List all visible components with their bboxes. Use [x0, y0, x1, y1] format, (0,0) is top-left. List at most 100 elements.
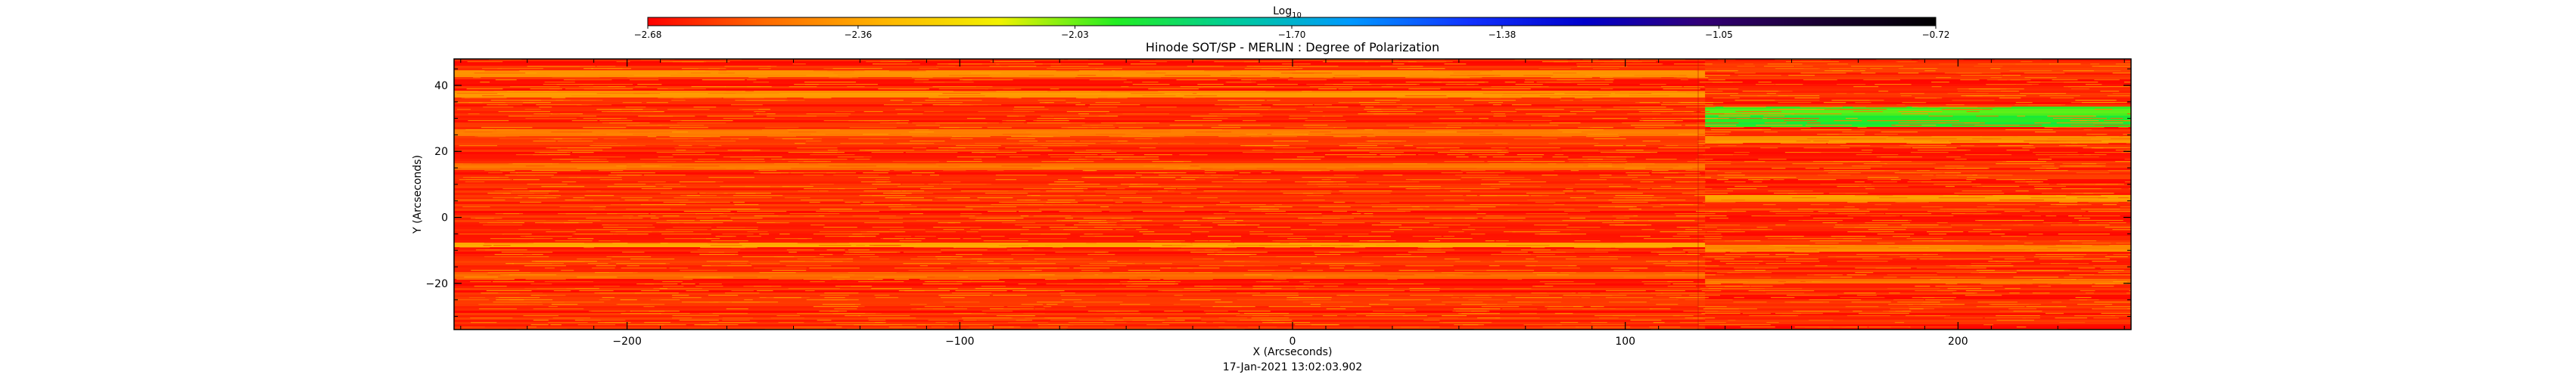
map-streak: [1366, 181, 1420, 183]
map-streak: [1249, 231, 1264, 233]
map-streak: [2075, 297, 2092, 299]
map-streak: [767, 136, 796, 138]
map-streak: [1302, 193, 1331, 194]
map-streak: [1439, 118, 1472, 119]
map-streak: [1328, 177, 1359, 178]
map-streak: [1600, 152, 1626, 153]
map-streak: [784, 197, 810, 199]
map-streak: [1857, 127, 1867, 128]
map-streak: [706, 238, 720, 240]
map-row: [454, 238, 1706, 241]
map-streak: [1587, 134, 1619, 135]
map-streak: [627, 77, 658, 79]
map-streak: [1139, 231, 1155, 233]
map-streak: [1002, 122, 1024, 124]
map-streak: [1809, 295, 1837, 296]
map-streak: [1306, 195, 1324, 197]
map-streak: [916, 77, 963, 79]
map-streak: [1536, 256, 1577, 258]
map-streak: [1983, 324, 1993, 326]
map-row: [454, 129, 1706, 132]
map-streak: [1199, 177, 1234, 178]
map-row: [454, 206, 1706, 209]
map-streak: [1774, 193, 1797, 194]
map-streak: [1136, 229, 1148, 231]
map-streak: [1066, 111, 1109, 113]
map-row: [454, 179, 1706, 182]
map-streak: [1697, 154, 1749, 156]
map-row: [454, 161, 1706, 164]
map-streak: [1775, 213, 1828, 215]
map-streak: [1554, 61, 1604, 63]
map-streak: [1367, 84, 1417, 85]
map-streak: [1913, 68, 1938, 70]
map-streak: [914, 236, 936, 237]
map-streak: [1242, 120, 1256, 122]
map-streak: [1590, 306, 1604, 308]
map-streak: [1194, 272, 1213, 274]
map-streak: [1563, 297, 1579, 299]
map-streak: [832, 68, 882, 70]
map-streak: [1272, 104, 1313, 106]
map-streak: [1771, 297, 1795, 299]
map-streak: [2050, 224, 2098, 226]
map-streak: [1371, 224, 1402, 226]
map-streak: [1070, 227, 1112, 228]
map-streak: [1846, 274, 1867, 276]
map-streak: [1435, 238, 1473, 240]
map-streak: [1938, 122, 1985, 124]
map-streak: [723, 118, 775, 119]
map-streak: [1318, 206, 1351, 208]
map-streak: [1717, 88, 1739, 90]
map-streak: [850, 168, 890, 169]
map-streak: [471, 163, 509, 165]
map-streak: [820, 254, 833, 255]
map-streak: [1775, 100, 1820, 101]
map-streak: [1703, 202, 1736, 203]
map-streak: [1074, 152, 1117, 153]
map-streak: [1790, 238, 1836, 240]
map-streak: [551, 134, 603, 135]
map-streak: [1202, 168, 1213, 169]
map-streak: [1050, 88, 1059, 90]
map-streak: [1357, 147, 1395, 149]
map-streak: [1604, 79, 1613, 81]
map-streak: [494, 190, 547, 192]
map-streak: [533, 154, 571, 156]
map-streak: [926, 281, 940, 283]
map-row: [1705, 122, 2131, 125]
map-streak: [774, 163, 799, 165]
map-streak: [1122, 136, 1160, 138]
map-streak: [1515, 297, 1563, 299]
map-streak: [1181, 247, 1225, 249]
map-streak: [1425, 147, 1460, 149]
map-streak: [1607, 109, 1639, 110]
map-streak: [1905, 145, 1946, 147]
map-streak: [880, 61, 912, 63]
map-streak: [708, 145, 722, 147]
map-streak: [1428, 70, 1438, 72]
map-streak: [563, 79, 576, 81]
map-streak: [797, 313, 837, 314]
map-row: [454, 175, 1706, 178]
map-streak: [1094, 227, 1142, 228]
map-row: [1705, 193, 2131, 196]
map-streak: [971, 152, 985, 153]
map-streak: [1613, 197, 1666, 199]
map-streak: [1333, 136, 1361, 138]
map-streak: [1095, 68, 1122, 70]
map-streak: [2039, 95, 2080, 97]
map-streak: [1490, 186, 1541, 187]
map-streak: [883, 238, 904, 240]
map-streak: [1462, 229, 1476, 231]
map-row: [1705, 104, 2131, 107]
map-streak: [1265, 213, 1313, 215]
colorbar-bar: [647, 17, 1937, 26]
map-streak: [1879, 249, 1893, 251]
map-streak: [524, 109, 541, 110]
map-streak: [563, 222, 579, 224]
map-streak: [502, 188, 528, 190]
map-streak: [1594, 138, 1626, 140]
map-streak: [2120, 206, 2131, 208]
map-streak: [824, 297, 845, 299]
